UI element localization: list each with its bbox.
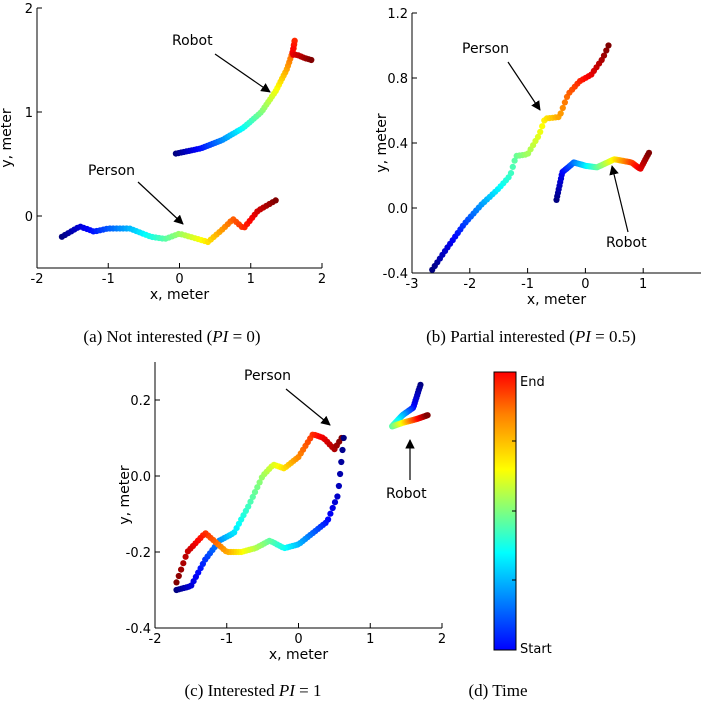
caption-d: (d) Time bbox=[468, 681, 527, 700]
trajectory-point bbox=[329, 504, 336, 512]
trajectory-point bbox=[254, 484, 261, 491]
caption-c: (c) Interested PI = 1 bbox=[184, 681, 321, 700]
x-tick-label: 2 bbox=[438, 632, 446, 647]
trajectory-point bbox=[327, 510, 334, 517]
trajectory-point bbox=[272, 197, 279, 204]
trajectory-person bbox=[173, 431, 345, 594]
x-tick-label: 1 bbox=[639, 277, 647, 292]
trajectory-point bbox=[335, 482, 342, 490]
annotation-robot: Robot bbox=[386, 486, 427, 502]
trajectory-point bbox=[245, 503, 252, 510]
trajectory-point bbox=[537, 128, 544, 135]
trajectory-point bbox=[308, 56, 315, 64]
annotation-person: Person bbox=[244, 368, 291, 384]
y-tick-label: 1 bbox=[25, 106, 33, 121]
y-tick-label: -0.2 bbox=[126, 546, 151, 561]
panel-c-interested: -2 -1 0 1 2 -0.4 -0.2 0.0 0.2 x, meter y, meter Per… bbox=[117, 362, 446, 663]
trajectory-point bbox=[251, 489, 259, 496]
trajectory-point bbox=[507, 170, 515, 177]
y-tick-label: 0.0 bbox=[130, 470, 151, 485]
caption-b: (b) Partial interested (PI = 0.5) bbox=[426, 327, 636, 346]
trajectory-point bbox=[178, 566, 185, 573]
trajectory-point bbox=[175, 572, 182, 580]
y-tick-label: 2 bbox=[25, 2, 33, 17]
colorbar-end-label: End bbox=[520, 375, 545, 390]
annotation-arrow bbox=[609, 165, 629, 233]
trajectory-point bbox=[645, 149, 653, 156]
y-tick-label: 0 bbox=[25, 210, 33, 225]
panel-a-not-interested: -2 -1 0 1 2 0 1 2 x, meter y, meter Robot Person bbox=[0, 2, 326, 303]
trajectory-point bbox=[424, 412, 431, 419]
trajectory-point bbox=[249, 493, 256, 500]
y-tick-label: 0.4 bbox=[387, 137, 408, 152]
y-tick-label: -0.4 bbox=[383, 267, 408, 282]
panel-b-partial-interested: -3 -2 -1 0 1 -0.4 0.0 0.4 0.8 1.2 x, meter y, meter… bbox=[374, 7, 701, 308]
x-tick-label: -2 bbox=[31, 272, 44, 287]
x-tick-label: 1 bbox=[366, 632, 374, 647]
x-tick-label: -1 bbox=[220, 632, 233, 647]
annotation-person: Person bbox=[462, 41, 509, 57]
trajectory-robot bbox=[389, 381, 431, 430]
annotation-robot: Robot bbox=[606, 235, 647, 251]
trajectory-point bbox=[605, 42, 612, 49]
x-tick-label: 0 bbox=[581, 277, 589, 292]
trajectory-point bbox=[331, 499, 339, 506]
x-tick-label: -2 bbox=[463, 277, 476, 292]
x-tick-label: -1 bbox=[102, 272, 115, 287]
y-axis-label: y, meter bbox=[374, 113, 390, 173]
y-tick-label: 0.8 bbox=[387, 72, 408, 87]
y-tick-label: -0.4 bbox=[126, 622, 151, 637]
trajectory-point bbox=[182, 553, 189, 560]
y-tick-label: 0.2 bbox=[130, 394, 151, 409]
x-tick-label: -2 bbox=[149, 632, 162, 647]
x-tick-label: 0 bbox=[175, 272, 183, 287]
trajectory-point bbox=[603, 47, 610, 54]
x-tick-label: 0 bbox=[294, 632, 302, 647]
x-axis-label: x, meter bbox=[269, 647, 329, 663]
colorbar-start-label: Start bbox=[520, 642, 552, 657]
x-tick-label: 2 bbox=[318, 272, 326, 287]
trajectory-point bbox=[256, 479, 263, 486]
y-tick-label: 1.2 bbox=[387, 7, 408, 22]
trajectory-point bbox=[339, 446, 346, 454]
annotation-person: Person bbox=[88, 163, 135, 179]
time-colorbar: End Start bbox=[493, 371, 552, 657]
trajectory-person bbox=[429, 42, 612, 273]
x-tick-label: -1 bbox=[521, 277, 534, 292]
trajectory-point bbox=[600, 52, 608, 59]
trajectory-person_return bbox=[173, 434, 347, 586]
y-axis-label: y, meter bbox=[0, 108, 15, 168]
trajectory-robot bbox=[553, 149, 653, 203]
annotation-arrow bbox=[285, 388, 331, 426]
x-axis-label: x, meter bbox=[527, 292, 587, 308]
trajectory-point bbox=[561, 99, 569, 106]
trajectory-point bbox=[557, 110, 564, 117]
x-tick-label: -3 bbox=[406, 277, 419, 292]
trajectory-point bbox=[509, 163, 516, 170]
y-tick-label: 0.0 bbox=[387, 202, 408, 217]
trajectory-point bbox=[559, 104, 566, 112]
annotation-arrow bbox=[507, 61, 541, 111]
trajectory-person bbox=[58, 197, 279, 246]
trajectory-point bbox=[511, 157, 518, 164]
y-axis-label: y, meter bbox=[117, 465, 133, 525]
annotation-robot: Robot bbox=[172, 33, 213, 49]
trajectory-point bbox=[184, 548, 191, 555]
trajectory-point bbox=[337, 470, 344, 478]
annotation-arrow bbox=[214, 53, 271, 93]
trajectory-point bbox=[340, 434, 347, 442]
annotation-arrow bbox=[137, 181, 184, 225]
trajectory-point bbox=[247, 498, 254, 505]
trajectory-point bbox=[539, 123, 546, 130]
trajectory-point bbox=[334, 493, 341, 500]
trajectory-point bbox=[180, 560, 187, 567]
caption-a: (a) Not interested (PI = 0) bbox=[83, 327, 260, 346]
trajectory-robot bbox=[172, 37, 315, 157]
trajectory-point bbox=[173, 579, 180, 586]
trajectory-point bbox=[534, 133, 542, 140]
x-tick-label: 1 bbox=[247, 272, 255, 287]
x-axis-label: x, meter bbox=[150, 287, 210, 303]
trajectory-point bbox=[338, 458, 345, 466]
